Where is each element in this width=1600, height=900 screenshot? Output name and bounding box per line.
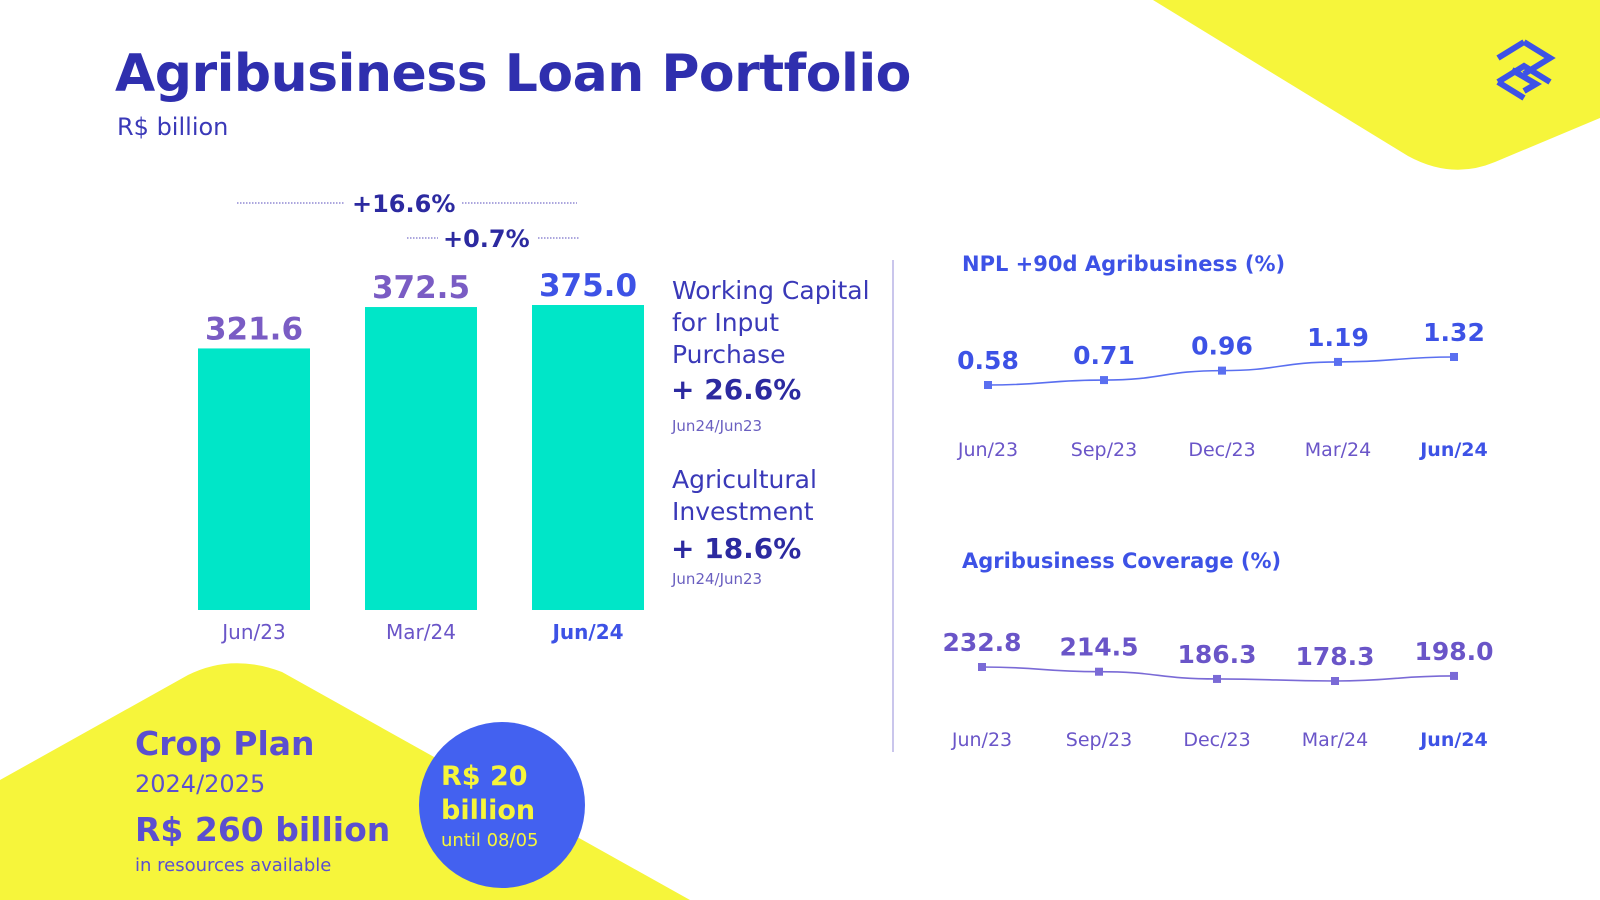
- point-value-label: 198.0: [1414, 637, 1493, 666]
- page-title: Agribusiness Loan Portfolio: [115, 44, 911, 104]
- bar-jun-23: [198, 348, 310, 610]
- yellow-corner-bottom-left: [0, 663, 690, 900]
- x-axis-label: Dec/23: [1188, 439, 1255, 461]
- agricultural-investment-period: Jun24/Jun23: [672, 570, 763, 588]
- crop-plan-year: 2024/2025: [135, 770, 266, 798]
- bb-logo-icon: [1496, 39, 1556, 101]
- disbursed-amount: R$ 20 billion: [441, 761, 536, 826]
- bar-value-label: 321.6: [205, 311, 303, 347]
- point-value-label: 186.3: [1177, 640, 1256, 669]
- point-value-label: 232.8: [942, 628, 1021, 657]
- page-subtitle: R$ billion: [117, 113, 229, 141]
- data-point: [1450, 353, 1458, 361]
- data-point: [978, 663, 986, 671]
- x-axis-label: Mar/24: [1302, 729, 1368, 751]
- agricultural-investment-label: Agricultural Investment: [672, 465, 817, 526]
- x-axis-label: Jun/23: [957, 439, 1018, 461]
- agricultural-investment-growth: + 18.6%: [671, 532, 802, 565]
- data-point: [1100, 376, 1108, 385]
- x-axis-label: Sep/23: [1071, 439, 1137, 461]
- bar-category-label: Jun/24: [550, 620, 623, 644]
- data-point: [1095, 667, 1103, 676]
- data-point: [984, 381, 992, 389]
- point-value-label: 1.32: [1423, 318, 1485, 347]
- x-axis-label: Dec/23: [1183, 729, 1250, 751]
- bar-mar-24: [365, 307, 477, 610]
- x-axis-label: Jun/23: [951, 729, 1012, 751]
- x-axis-label: Sep/23: [1066, 729, 1132, 751]
- x-axis-label: Jun/24: [1418, 439, 1488, 461]
- data-point: [1213, 674, 1221, 683]
- data-point: [1218, 366, 1226, 375]
- working-capital-label: Working Capital for Input Purchase: [672, 276, 870, 369]
- working-capital-growth: + 26.6%: [671, 373, 802, 406]
- growth-guides: [237, 202, 580, 239]
- loan-portfolio-bar-chart: 321.6 Jun/23 372.5 Mar/24 375.0 Jun/24: [198, 268, 644, 644]
- data-point: [1334, 357, 1342, 366]
- crop-plan-title: Crop Plan: [135, 724, 315, 763]
- bar-category-label: Mar/24: [386, 620, 456, 644]
- bar-value-label: 375.0: [539, 268, 637, 304]
- point-value-label: 1.19: [1307, 323, 1369, 352]
- x-axis-label: Jun/24: [1418, 729, 1488, 751]
- x-axis-label: Mar/24: [1305, 439, 1371, 461]
- data-point: [1331, 677, 1339, 685]
- coverage-chart-title: Agribusiness Coverage (%): [962, 549, 1282, 573]
- point-value-label: 0.96: [1191, 332, 1253, 361]
- crop-plan-amount: R$ 260 billion: [135, 810, 391, 849]
- npl-line-chart: 0.58 Jun/23 0.71 Sep/23 0.96 Dec/23 1.19 Mar/24…: [957, 318, 1488, 461]
- bar-category-label: Jun/23: [220, 620, 285, 644]
- yellow-corner-top-right: [1153, 0, 1600, 170]
- point-value-label: 0.58: [957, 346, 1019, 375]
- point-value-label: 178.3: [1295, 642, 1374, 671]
- coverage-line-chart: 232.8 Jun/23 214.5 Sep/23 186.3 Dec/23 178.3 Ma…: [942, 628, 1493, 751]
- data-point: [1450, 671, 1458, 680]
- bar-jun-24: [532, 305, 644, 610]
- working-capital-period: Jun24/Jun23: [672, 417, 763, 435]
- point-value-label: 214.5: [1059, 633, 1138, 662]
- crop-plan-note: in resources available: [135, 855, 332, 876]
- disbursed-note: until 08/05: [441, 830, 539, 851]
- bar-value-label: 372.5: [372, 270, 470, 306]
- npl-chart-title: NPL +90d Agribusiness (%): [962, 252, 1286, 276]
- disbursed-badge: [419, 722, 585, 888]
- point-value-label: 0.71: [1073, 341, 1135, 370]
- growth-yoy: +16.6%: [352, 190, 456, 218]
- growth-qoq: +0.7%: [443, 225, 530, 253]
